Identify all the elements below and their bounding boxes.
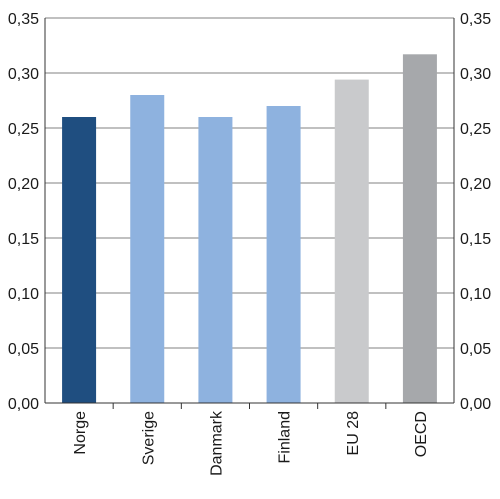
y-axis-left-tick-labels: 0,00 0,05 0,10 0,15 0,20 0,25 0,30 0,35: [8, 11, 39, 413]
y-axis-right-tick-labels: 0,00 0,05 0,10 0,15 0,20 0,25 0,30 0,35: [460, 11, 491, 413]
y-tick-label-right: 0,00: [460, 396, 491, 413]
axes: [44, 18, 455, 409]
y-tick-label-left: 0,20: [8, 176, 39, 193]
y-tick-label-left: 0,00: [8, 396, 39, 413]
bar-finland: [266, 106, 301, 403]
bar-norge: [62, 117, 97, 403]
x-category-label: Norge: [72, 411, 89, 455]
x-category-label: Finland: [277, 411, 294, 463]
bar-sverige: [130, 95, 165, 403]
x-category-label: Sverige: [140, 411, 157, 465]
x-category-label: EU 28: [345, 411, 362, 456]
y-tick-label-right: 0,10: [460, 286, 491, 303]
y-tick-label-left: 0,10: [8, 286, 39, 303]
y-tick-label-left: 0,15: [8, 231, 39, 248]
x-category-label: OECD: [413, 411, 430, 457]
x-category-label: Danmark: [208, 410, 225, 476]
y-tick-label-right: 0,20: [460, 176, 491, 193]
grid-lines: [45, 17, 454, 349]
y-tick-label-left: 0,05: [8, 341, 39, 358]
y-tick-label-left: 0,35: [8, 11, 39, 28]
x-axis-category-labels: Norge Sverige Danmark Finland EU 28 OECD: [72, 410, 430, 476]
y-tick-label-left: 0,30: [8, 66, 39, 83]
y-tick-label-right: 0,25: [460, 121, 491, 138]
y-tick-label-right: 0,35: [460, 11, 491, 28]
y-tick-label-right: 0,30: [460, 66, 491, 83]
bar-eu-28: [334, 79, 369, 403]
y-tick-label-right: 0,05: [460, 341, 491, 358]
bars: [62, 54, 437, 404]
y-tick-label-left: 0,25: [8, 121, 39, 138]
bar-oecd: [402, 54, 437, 404]
y-tick-label-right: 0,15: [460, 231, 491, 248]
bar-danmark: [198, 117, 233, 403]
